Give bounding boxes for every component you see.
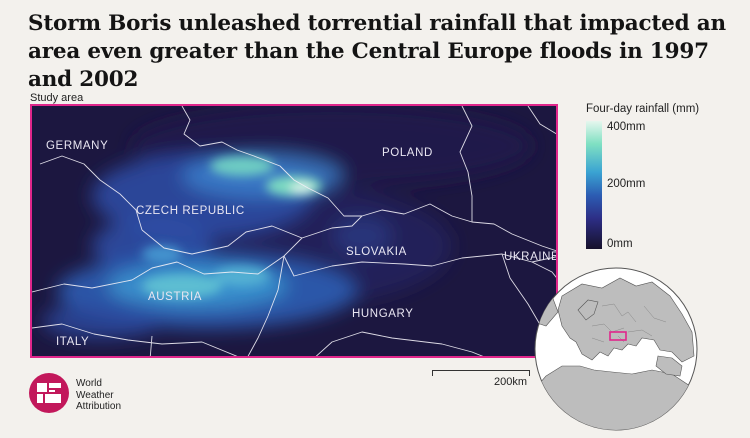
legend-title: Four-day rainfall (mm): [586, 103, 700, 115]
scale-bar-label: 200km: [494, 376, 528, 388]
legend-tick-200: 200mm: [607, 178, 646, 190]
label-austria: AUSTRIA: [148, 291, 203, 303]
brand-name: World Weather Attribution: [76, 378, 121, 413]
label-ukraine: UKRAINE: [504, 251, 558, 263]
rainfall-raster: [32, 106, 556, 356]
brand-line-3: Attribution: [76, 401, 122, 412]
rainfall-map: GERMANY POLAND CZECH REPUBLIC SLOVAKIA U…: [30, 104, 558, 358]
label-hungary: HUNGARY: [352, 308, 414, 320]
locator-globe: [534, 267, 698, 431]
page-title: Storm Boris unleashed torrential rainfal…: [28, 11, 726, 92]
brand-line-2: Weather: [76, 389, 114, 401]
legend-color-bar: [586, 121, 602, 249]
wwa-logo-icon: [29, 373, 69, 413]
legend-tick-0: 0mm: [607, 238, 633, 250]
brand-line-1: World: [76, 378, 102, 389]
scale-bar: [432, 370, 530, 376]
label-czech-republic: CZECH REPUBLIC: [136, 205, 245, 217]
legend-tick-400: 400mm: [607, 121, 646, 133]
study-area-label: Study area: [30, 92, 84, 104]
label-italy: ITALY: [56, 336, 90, 348]
label-germany: GERMANY: [46, 140, 109, 152]
label-poland: POLAND: [382, 147, 433, 159]
label-slovakia: SLOVAKIA: [346, 246, 407, 258]
